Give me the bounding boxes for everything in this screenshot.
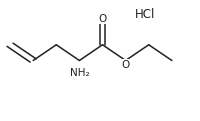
Text: O: O [121, 60, 129, 70]
Text: NH₂: NH₂ [69, 68, 89, 78]
Text: O: O [98, 14, 106, 24]
Text: HCl: HCl [134, 8, 154, 21]
